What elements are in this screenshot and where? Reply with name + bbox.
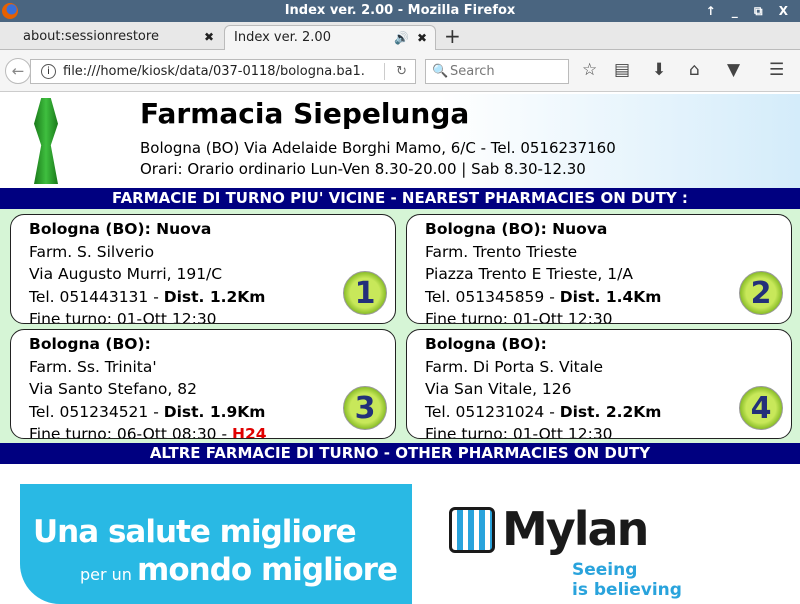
pharmacy-hours: Orari: Orario ordinario Lun-Ven 8.30-20.… — [140, 160, 586, 178]
card-end-time: Fine turno: 01-Ott 12:30 — [425, 425, 613, 439]
card-name: Farm. Di Porta S. Vitale — [425, 357, 604, 376]
mylan-ad-banner[interactable]: Una salute migliore per un mondo miglior… — [0, 464, 800, 604]
tagline-1: Seeing — [572, 560, 638, 580]
card-end-time: Fine turno: 01-Ott 12:30 — [29, 310, 217, 324]
url-bar[interactable]: i file:///home/kiosk/data/037-0118/bologn… — [30, 59, 416, 84]
card-name: Farm. Trento Trieste — [425, 242, 578, 261]
tab-index[interactable]: Index ver. 2.00 🔊 ✖ — [224, 25, 436, 50]
nav-bar: ← i file:///home/kiosk/data/037-0118/bolo… — [0, 50, 800, 92]
divider — [384, 63, 385, 80]
back-button[interactable]: ← — [5, 58, 31, 84]
window-titlebar: Index ver. 2.00 - Mozilla Firefox ↑ _ ⧉ … — [0, 0, 800, 22]
card-distance: Dist. 1.2Km — [163, 287, 266, 306]
pharmacy-card[interactable]: Bologna (BO): Nuova Farm. Trento Trieste… — [406, 214, 792, 324]
card-end-time: Fine turno: 01-Ott 12:30 — [425, 310, 613, 324]
pharmacy-header: Farmacia Siepelunga Bologna (BO) Via Ade… — [0, 94, 800, 188]
card-address: Via San Vitale, 126 — [425, 380, 572, 398]
ad-brand: Mylan — [502, 502, 649, 556]
card-city: Bologna (BO): — [29, 335, 151, 353]
ad-blue-panel — [20, 484, 412, 604]
tab-bar: about:sessionrestore ✖ Index ver. 2.00 🔊 ✖ … — [0, 22, 800, 50]
home-icon[interactable]: ⌂ — [689, 60, 700, 80]
tab-label: about:sessionrestore — [23, 29, 159, 44]
pharmacy-address: Bologna (BO) Via Adelaide Borghi Mamo, 6… — [140, 139, 616, 157]
close-tab-icon[interactable]: ✖ — [416, 31, 427, 45]
rank-badge: 2 — [739, 271, 783, 315]
other-heading: ALTRE FARMACIE DI TURNO - OTHER PHARMACI… — [0, 443, 800, 464]
pharmacy-name: Farmacia Siepelunga — [140, 97, 470, 130]
search-placeholder: Search — [450, 64, 495, 79]
close-tab-icon[interactable]: ✖ — [203, 30, 214, 44]
card-phone: Tel. 051443131 - — [29, 287, 164, 306]
pharmacy-cross-logo — [34, 98, 58, 184]
url-text: file:///home/kiosk/data/037-0118/bologna… — [63, 64, 365, 79]
ad-tagline: Seeing is believing — [572, 560, 682, 600]
pocket-icon[interactable]: ▼ — [727, 60, 741, 80]
menu-icon[interactable]: ☰ — [769, 60, 785, 80]
nearest-pharmacies-grid: Bologna (BO): Nuova Farm. S. Silverio Vi… — [0, 209, 800, 443]
card-name: Farm. Ss. Trinita' — [29, 357, 157, 376]
card-city: Bologna (BO): Nuova — [425, 220, 608, 238]
tab-label: Index ver. 2.00 — [234, 30, 331, 45]
card-phone: Tel. 051234521 - — [29, 402, 164, 421]
card-distance: Dist. 1.9Km — [163, 402, 266, 421]
ad-line2-small: per un — [80, 565, 132, 584]
window-controls[interactable]: ↑ _ ⧉ X — [705, 4, 794, 18]
card-phone: Tel. 051231024 - — [425, 402, 560, 421]
card-address: Piazza Trento E Trieste, 1/A — [425, 265, 633, 283]
pharmacy-card[interactable]: Bologna (BO): Nuova Farm. S. Silverio Vi… — [10, 214, 396, 324]
rank-badge: 3 — [343, 386, 387, 430]
card-city: Bologna (BO): Nuova — [29, 220, 212, 238]
reading-list-icon[interactable]: ▤ — [614, 60, 631, 80]
tab-sessionrestore[interactable]: about:sessionrestore ✖ — [0, 25, 222, 50]
card-distance: Dist. 1.4Km — [559, 287, 662, 306]
card-h24: H24 — [231, 425, 267, 439]
rank-badge: 1 — [343, 271, 387, 315]
mylan-logo-icon — [449, 507, 495, 553]
bookmark-star-icon[interactable]: ☆ — [582, 60, 598, 80]
info-icon[interactable]: i — [41, 64, 56, 79]
ad-line2-large: mondo migliore — [137, 552, 398, 588]
pharmacy-card[interactable]: Bologna (BO): Farm. Di Porta S. Vitale V… — [406, 329, 792, 439]
ad-line1: Una salute migliore — [33, 514, 357, 550]
nearest-heading: FARMACIE DI TURNO PIU' VICINE - NEAREST … — [0, 188, 800, 209]
window-title: Index ver. 2.00 - Mozilla Firefox — [284, 3, 516, 18]
card-name: Farm. S. Silverio — [29, 242, 155, 261]
card-address: Via Augusto Murri, 191/C — [29, 265, 223, 283]
firefox-logo-icon — [2, 3, 18, 19]
card-distance: Dist. 2.2Km — [559, 402, 662, 421]
card-phone: Tel. 051345859 - — [425, 287, 560, 306]
new-tab-button[interactable]: + — [444, 24, 461, 48]
ad-line2: per un mondo migliore — [80, 552, 398, 588]
search-icon: 🔍 — [432, 64, 449, 79]
card-city: Bologna (BO): — [425, 335, 547, 353]
card-address: Via Santo Stefano, 82 — [29, 380, 197, 398]
tagline-2: is believing — [572, 580, 682, 600]
download-icon[interactable]: ⬇ — [652, 60, 667, 80]
speaker-icon[interactable]: 🔊 — [394, 31, 409, 45]
pharmacy-card[interactable]: Bologna (BO): Farm. Ss. Trinita' Via San… — [10, 329, 396, 439]
rank-badge: 4 — [739, 386, 783, 430]
card-end-time: Fine turno: 06-Ott 08:30 - — [29, 425, 232, 439]
search-input[interactable]: 🔍 Search — [425, 59, 569, 84]
reload-icon[interactable]: ↻ — [396, 64, 407, 79]
